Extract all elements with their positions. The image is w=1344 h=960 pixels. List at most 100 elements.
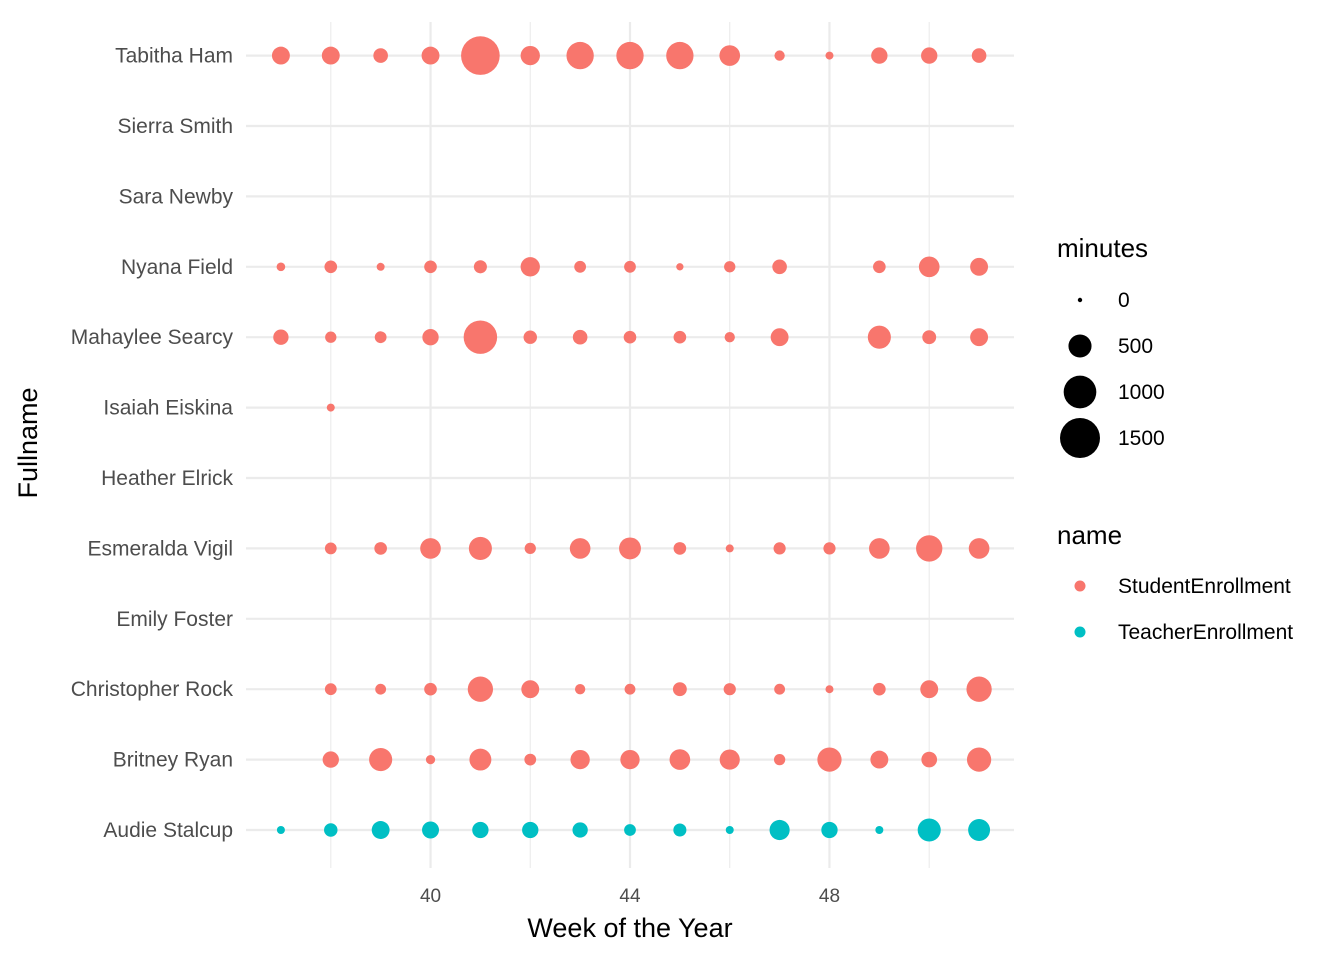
data-point <box>725 826 734 834</box>
data-point <box>723 683 736 696</box>
data-point <box>920 680 939 699</box>
data-point <box>472 821 489 839</box>
data-point <box>422 329 439 346</box>
size-legend-items: 0 500 1000 1500 <box>1060 289 1165 458</box>
data-point <box>825 685 834 694</box>
data-point <box>326 403 335 412</box>
data-point <box>724 332 735 343</box>
data-point <box>624 683 636 695</box>
x-axis-title: Week of the Year <box>527 913 732 943</box>
data-point <box>875 826 884 834</box>
data-point <box>774 683 786 695</box>
data-point <box>325 331 337 343</box>
data-point <box>917 818 941 842</box>
data-point <box>523 330 537 344</box>
data-point <box>624 260 636 273</box>
data-point <box>817 747 842 772</box>
data-point <box>424 260 437 274</box>
data-point <box>374 331 387 344</box>
data-point <box>871 47 888 64</box>
data-points <box>271 36 992 842</box>
size-legend-key <box>1063 375 1097 409</box>
data-point <box>276 262 286 272</box>
data-point <box>420 538 441 559</box>
data-point <box>970 257 989 276</box>
y-tick-label: Isaiah Eiskina <box>103 397 233 420</box>
size-legend-label: 1500 <box>1118 427 1165 450</box>
data-point <box>321 46 340 65</box>
data-point <box>672 682 687 697</box>
data-point <box>669 749 691 770</box>
y-tick-label: Emily Foster <box>116 608 233 631</box>
data-point <box>520 45 540 66</box>
x-tick-label: 48 <box>819 886 840 907</box>
data-point <box>673 330 687 344</box>
data-point <box>971 48 987 63</box>
data-point <box>574 260 587 273</box>
y-tick-label: Christopher Rock <box>71 678 234 701</box>
data-point <box>467 676 494 702</box>
x-tick-label: 40 <box>420 886 441 907</box>
data-point <box>273 329 289 345</box>
data-point <box>624 824 636 836</box>
data-point <box>922 330 937 345</box>
data-point <box>371 821 390 839</box>
data-point <box>773 753 786 766</box>
size-legend-label: 500 <box>1118 335 1153 358</box>
y-axis-tick-labels: Audie Stalcup Britney Ryan Christopher Roc… <box>71 45 234 842</box>
data-point <box>376 262 385 271</box>
y-tick-label: Sara Newby <box>119 185 234 208</box>
data-point <box>966 676 992 702</box>
data-point <box>322 751 339 768</box>
data-point <box>867 325 891 349</box>
grid-layer <box>246 22 1014 868</box>
data-point <box>873 260 886 274</box>
data-point <box>719 45 741 66</box>
data-point <box>620 749 640 770</box>
data-point <box>566 41 594 70</box>
data-point <box>373 48 388 63</box>
data-point <box>324 542 337 555</box>
x-axis-tick-labels: 40 44 48 <box>420 886 840 907</box>
data-point <box>873 682 886 696</box>
data-point <box>572 329 588 345</box>
data-point <box>870 750 889 769</box>
data-point <box>921 751 938 768</box>
data-point <box>666 41 694 70</box>
data-point <box>616 41 644 70</box>
data-point <box>966 747 992 772</box>
data-point <box>324 823 338 837</box>
data-point <box>469 748 492 771</box>
y-tick-label: Tabitha Ham <box>115 45 233 68</box>
data-point <box>916 535 943 562</box>
data-point <box>673 542 687 555</box>
data-point <box>271 46 290 65</box>
data-point <box>968 538 990 559</box>
data-point <box>425 754 436 765</box>
data-point <box>324 683 337 696</box>
y-axis-title: Fullname <box>13 387 43 498</box>
data-point <box>623 330 637 344</box>
data-point <box>825 51 834 60</box>
data-point <box>968 819 991 841</box>
data-point <box>569 538 591 559</box>
y-tick-label: Nyana Field <box>121 256 233 279</box>
data-point <box>676 263 684 271</box>
size-legend-title: minutes <box>1057 233 1148 263</box>
data-point <box>970 328 989 347</box>
data-point <box>422 821 440 839</box>
size-legend-key <box>1077 297 1083 303</box>
size-legend-key <box>1068 334 1092 358</box>
data-point <box>421 46 440 65</box>
y-tick-label: Audie Stalcup <box>103 819 233 842</box>
legend: minutes 0 500 1000 1500 name StudentEnrollm… <box>1057 233 1293 644</box>
data-point <box>522 821 539 839</box>
data-point <box>375 683 387 695</box>
data-point <box>524 542 536 555</box>
data-point <box>772 259 787 275</box>
data-point <box>570 749 590 770</box>
size-legend-label: 0 <box>1118 289 1130 312</box>
data-point <box>374 542 387 555</box>
data-point <box>769 819 790 841</box>
